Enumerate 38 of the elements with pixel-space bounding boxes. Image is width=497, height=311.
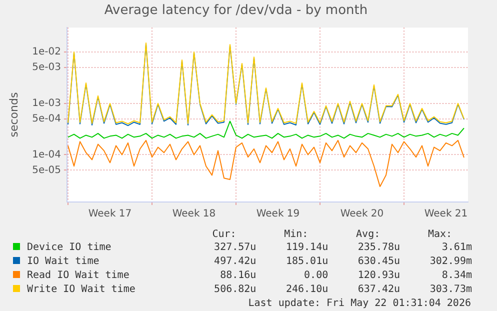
text: 88.16u [219, 269, 256, 283]
text: 119.14u [284, 241, 328, 255]
text: 303.73m [428, 283, 472, 297]
text: 246.10u [284, 283, 328, 297]
text: 302.99m [428, 255, 472, 269]
x-tick-label: Week 18 [172, 208, 216, 220]
text: Cur: [211, 229, 238, 241]
x-tick-label: Week 19 [256, 208, 300, 220]
y-tick-label: 1e-03 [32, 98, 61, 110]
text: 185.01u [284, 255, 328, 269]
y-tick-label: 5e-03 [32, 62, 61, 74]
y-tick-label: 5e-04 [32, 113, 61, 124]
text: 120.93u [356, 269, 400, 283]
x-tick-label: Week 17 [88, 208, 132, 220]
text: 8.34m [440, 269, 472, 283]
y-tick-label: 5e-05 [32, 164, 61, 176]
text: 637.42u [356, 283, 400, 297]
text: 235.78u [356, 241, 400, 255]
legend-label: Device IO time [26, 241, 112, 255]
legend-label: Read IO Wait time [26, 269, 130, 283]
x-tick-label: Week 20 [340, 208, 384, 220]
text: 327.57u [213, 241, 256, 255]
text: Min: [283, 229, 310, 241]
text: 497.42u [213, 255, 256, 269]
text: Avg: [355, 229, 382, 241]
text: 630.45u [356, 255, 400, 269]
text: Last update: Fri May 22 01:31:04 2026 [247, 297, 472, 311]
legend-label: Write IO Wait time [26, 283, 136, 297]
text: 0.00 [303, 269, 328, 283]
x-tick-label: Week 21 [424, 208, 468, 220]
text: 506.82u [213, 283, 256, 297]
y-axis-title: seconds [7, 92, 20, 138]
chart-title: Average latency for /dev/vda - by month [104, 3, 368, 18]
y-tick-label: 1e-04 [32, 149, 61, 160]
text: Max: [426, 229, 454, 241]
y-tick-label: 1e-02 [32, 46, 61, 58]
legend-label: IO Wait time [26, 255, 100, 269]
text: 3.61m [440, 241, 472, 255]
